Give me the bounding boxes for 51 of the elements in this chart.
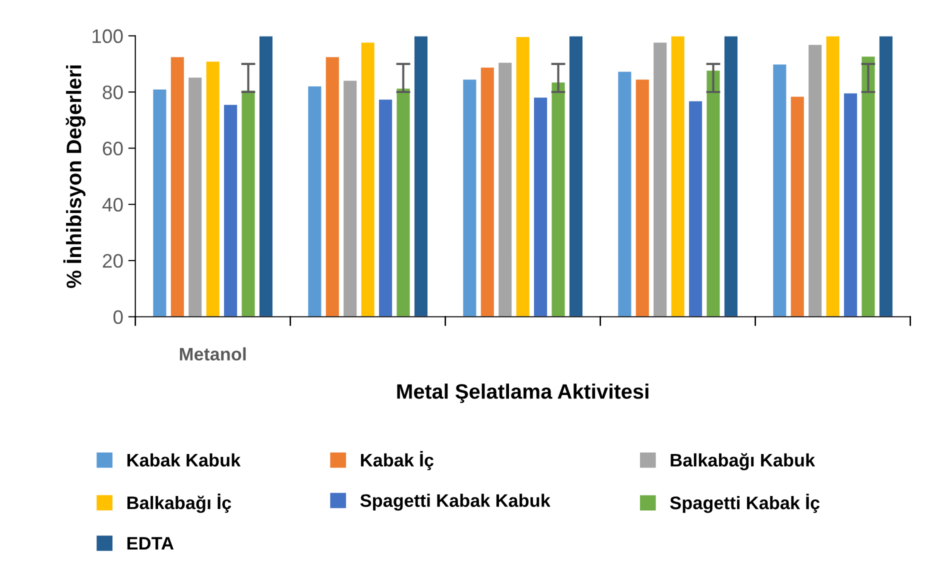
bar [378,98,394,317]
bar [634,78,650,317]
bar [790,96,806,317]
y-tick-label: 80 [102,85,123,100]
bar [462,78,478,317]
y-tick-label: 60 [102,142,123,156]
legend-label: Kabak Kabuk [127,453,241,467]
bar [480,66,496,317]
legend-label: Balkabağı İç [127,494,232,513]
bar [515,36,530,317]
bar [807,44,823,317]
bar [396,88,411,317]
y-axis-title: % İnhibisyon Değerleri [63,65,86,288]
bar [187,76,203,317]
bar [240,89,256,317]
bar [842,92,858,317]
bar [617,70,632,317]
y-tick-label: 100 [92,29,123,44]
bar [324,56,340,317]
y-tick-label: 0 [113,310,123,324]
legend-label: Spagetti Kabak İç [670,494,820,513]
legend-label: Spagetti Kabak Kabuk [360,494,550,511]
bar [205,60,220,317]
legend-label: Kabak İç [360,450,434,470]
y-tick-label: 20 [102,254,123,268]
bar [706,70,721,317]
bar [222,104,238,317]
bar [670,36,686,317]
bar [772,63,788,317]
bar [860,56,876,317]
bar [360,41,376,317]
bar [550,81,566,317]
bar [688,100,704,317]
bar [497,62,513,317]
x-tick-label: Metanol [180,347,246,361]
bar [878,36,894,317]
bar [723,36,739,317]
bar [152,88,168,317]
bar [532,96,548,317]
x-axis-title: Metal Şelatlama Aktivitesi [397,384,648,403]
bar [258,36,274,317]
bar [825,36,840,317]
legend-label: Balkabağı Kabuk [670,453,816,470]
bar [307,85,322,317]
y-tick-label: 40 [102,198,123,212]
legend-label: EDTA [127,537,174,550]
bar [568,36,584,317]
bar [170,56,186,317]
bar [342,80,358,317]
bar [652,41,668,317]
bar [413,36,429,317]
